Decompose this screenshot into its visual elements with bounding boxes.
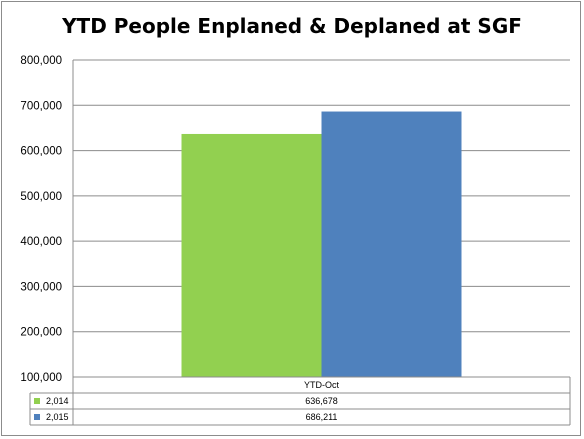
y-tick-label: 600,000 — [20, 146, 62, 158]
legend-label-1: 2,014 — [46, 396, 69, 406]
y-tick-label: 200,000 — [20, 327, 62, 339]
legend-key-1 — [34, 398, 40, 404]
y-tick-label: 500,000 — [20, 191, 62, 203]
bar-1 — [181, 133, 322, 377]
y-tick-label: 300,000 — [20, 281, 62, 293]
y-tick-label: 400,000 — [20, 236, 62, 248]
y-tick-label: 800,000 — [20, 55, 62, 67]
category-label: YTD-Oct — [304, 380, 339, 390]
legend-key-2 — [34, 414, 40, 420]
legend-label-2: 2,015 — [46, 412, 69, 422]
bar-2 — [321, 111, 462, 378]
y-tick-label: 100,000 — [20, 372, 62, 384]
data-label-1: 636,678 — [305, 396, 338, 406]
data-label-2: 686,211 — [306, 412, 338, 422]
y-tick-label: 700,000 — [20, 100, 62, 112]
chart-title: YTD People Enplaned & Deplaned at SGF — [62, 14, 522, 38]
